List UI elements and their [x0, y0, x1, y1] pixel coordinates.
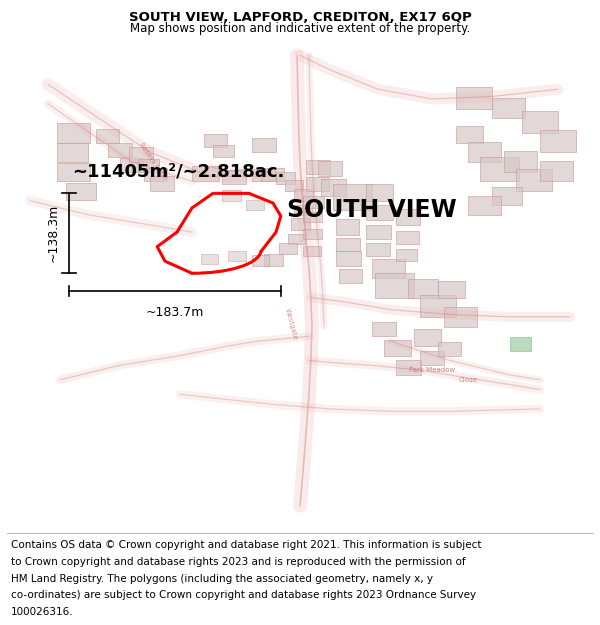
Bar [222, 190, 241, 201]
Bar [366, 242, 390, 256]
Bar [291, 217, 310, 229]
Text: SOUTH VIEW: SOUTH VIEW [287, 198, 457, 222]
Bar [120, 158, 143, 171]
Bar [303, 246, 321, 256]
Bar [492, 98, 525, 118]
Text: co-ordinates) are subject to Crown copyright and database rights 2023 Ordnance S: co-ordinates) are subject to Crown copyr… [11, 591, 476, 601]
Bar [444, 307, 477, 326]
Polygon shape [157, 193, 281, 273]
Bar [375, 273, 414, 298]
Bar [129, 148, 153, 162]
Text: Close: Close [458, 377, 478, 383]
Bar [201, 254, 218, 264]
Bar [333, 184, 372, 210]
Bar [57, 144, 88, 162]
Bar [96, 129, 119, 142]
Bar [213, 145, 234, 157]
Bar [318, 161, 342, 176]
Bar [306, 161, 330, 174]
Bar [408, 279, 438, 298]
Text: Roseys Lane: Roseys Lane [138, 141, 168, 181]
Bar [222, 170, 246, 184]
Bar [438, 281, 465, 298]
Bar [366, 184, 393, 201]
Bar [276, 171, 295, 184]
Bar [522, 111, 558, 132]
Bar [288, 234, 305, 244]
Bar [540, 131, 576, 152]
Bar [372, 259, 405, 278]
Bar [252, 256, 269, 266]
Bar [366, 204, 393, 220]
Text: 100026316.: 100026316. [11, 607, 73, 617]
Bar [228, 251, 246, 261]
Text: ~183.7m: ~183.7m [146, 306, 204, 319]
Bar [384, 340, 411, 356]
Bar [306, 177, 329, 191]
Bar [372, 322, 396, 336]
Bar [339, 269, 362, 283]
Bar [279, 243, 297, 254]
Bar [396, 209, 420, 225]
Bar [336, 219, 359, 234]
Bar [468, 196, 501, 215]
Text: ~11405m²/~2.818ac.: ~11405m²/~2.818ac. [72, 162, 284, 181]
Bar [420, 351, 444, 365]
Bar [204, 134, 227, 148]
Bar [138, 159, 159, 171]
Bar [303, 212, 322, 222]
Bar [66, 182, 96, 199]
Bar [396, 249, 417, 261]
Bar [396, 361, 421, 375]
Bar [438, 342, 461, 356]
Bar [414, 329, 441, 346]
Bar [261, 168, 284, 181]
Bar [294, 204, 312, 215]
Bar [252, 169, 275, 181]
Bar [150, 176, 174, 191]
Bar [294, 189, 313, 201]
Bar [336, 238, 360, 251]
Text: Map shows position and indicative extent of the property.: Map shows position and indicative extent… [130, 22, 470, 34]
Bar [246, 199, 264, 210]
Bar [192, 166, 219, 181]
Bar [492, 187, 522, 206]
Bar [303, 229, 322, 239]
Bar [57, 163, 90, 181]
Text: Park Meadow: Park Meadow [409, 367, 455, 373]
Bar [57, 123, 90, 142]
Text: SOUTH VIEW, LAPFORD, CREDITON, EX17 6QP: SOUTH VIEW, LAPFORD, CREDITON, EX17 6QP [128, 11, 472, 24]
Bar [516, 169, 552, 191]
Bar [420, 295, 456, 317]
Text: ~138.3m: ~138.3m [47, 204, 60, 262]
Text: Westgate: Westgate [284, 308, 298, 341]
Bar [504, 151, 537, 171]
Bar [285, 180, 303, 191]
Bar [540, 161, 573, 181]
Bar [480, 157, 519, 181]
Bar [264, 254, 283, 266]
Bar [108, 142, 132, 157]
Bar [336, 251, 361, 266]
Bar [303, 196, 324, 208]
Text: Contains OS data © Crown copyright and database right 2021. This information is : Contains OS data © Crown copyright and d… [11, 541, 481, 551]
Bar [468, 141, 501, 162]
Bar [456, 87, 492, 109]
Text: to Crown copyright and database rights 2023 and is reproduced with the permissio: to Crown copyright and database rights 2… [11, 557, 466, 567]
Text: HM Land Registry. The polygons (including the associated geometry, namely x, y: HM Land Registry. The polygons (includin… [11, 574, 433, 584]
Bar [144, 168, 167, 181]
Bar [510, 338, 531, 351]
Bar [321, 179, 346, 196]
Bar [366, 225, 391, 239]
Bar [456, 126, 483, 142]
Bar [396, 231, 419, 244]
Bar [252, 138, 276, 152]
